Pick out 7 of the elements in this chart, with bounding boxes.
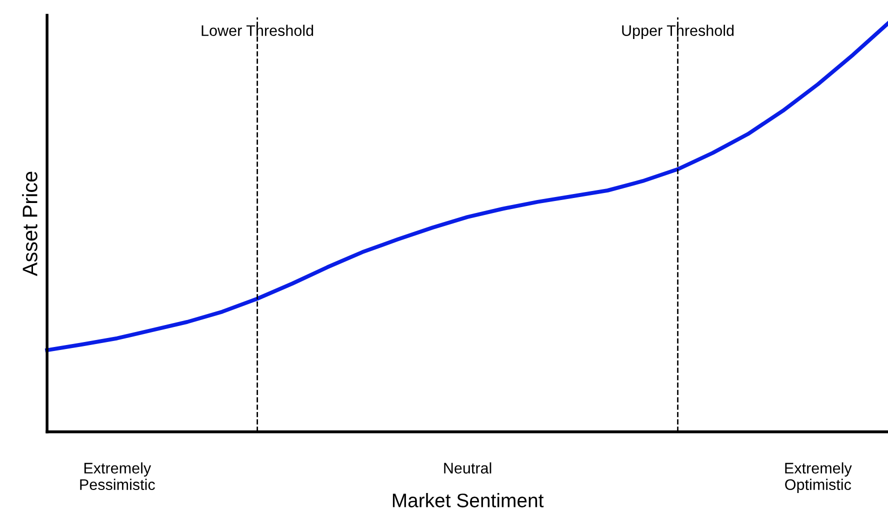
annotation: Lower Threshold [202,24,314,36]
x-tick-label: Extremely Pessimistic [80,462,155,490]
x-tick-label: Neutral [444,462,492,474]
x-tick-label: Extremely Optimistic [785,462,852,494]
annotation: Upper Threshold [622,24,734,40]
x-axis-title: Market Sentiment [392,493,544,508]
y-axis-title: Asset Price [22,172,38,276]
